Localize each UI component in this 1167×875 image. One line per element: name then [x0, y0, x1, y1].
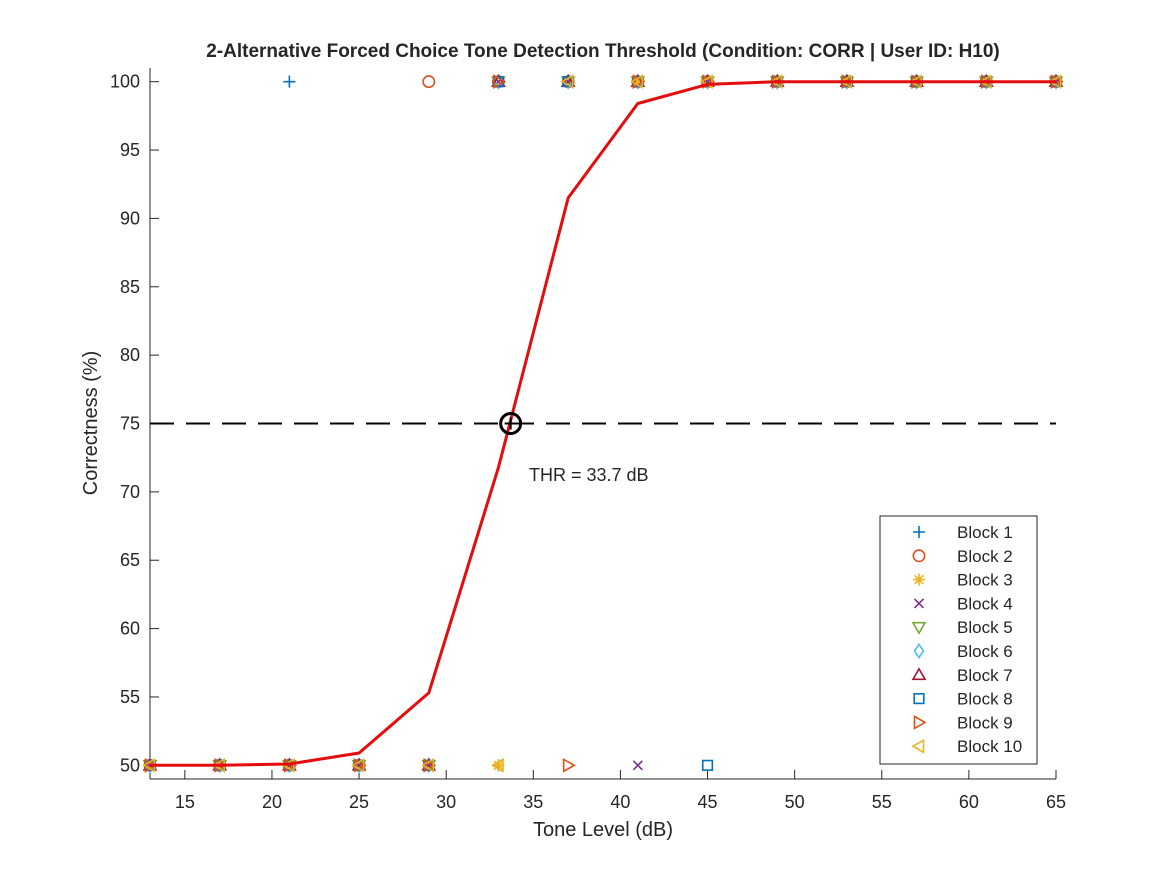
legend-label: Block 5 — [957, 618, 1013, 637]
x-tick-label: 35 — [523, 792, 543, 812]
x-tick-label: 15 — [175, 792, 195, 812]
block-10-point — [281, 757, 295, 773]
legend-box — [879, 515, 1038, 765]
legend-marker — [913, 573, 925, 586]
axes: 15 20 25 30 35 40 45 50 55 60 65 50 55 60 65 70 75 80 85 90… — [110, 68, 1066, 812]
legend-marker — [912, 549, 926, 563]
x-tick-label: 30 — [436, 792, 456, 812]
legend-marker — [913, 598, 925, 609]
legend-label: Block 4 — [957, 594, 1013, 613]
x-tick-label: 60 — [959, 792, 979, 812]
y-tick-label: 65 — [120, 550, 140, 570]
legend-marker — [913, 715, 927, 730]
y-tick-label: 60 — [120, 619, 140, 639]
legend-marker — [913, 692, 925, 705]
legend-marker — [911, 738, 925, 754]
x-tick-label: 40 — [610, 792, 630, 812]
legend-marker — [913, 642, 925, 660]
y-tick-label: 70 — [120, 482, 140, 502]
y-axis-label: Correctness (%) — [80, 351, 102, 495]
block-9-point — [562, 757, 576, 773]
fit-curve-line — [150, 80, 1056, 767]
y-tick-label: 80 — [120, 345, 140, 365]
block-8-point — [701, 759, 714, 771]
y-tick-label: 85 — [120, 277, 140, 297]
block-10-point — [421, 757, 435, 773]
chart-title: 2-Alternative Forced Choice Tone Detecti… — [206, 41, 1000, 62]
block-9-point — [493, 74, 507, 90]
block-10-point — [490, 757, 504, 773]
legend-label: Block 1 — [957, 523, 1013, 542]
block-4-point — [632, 760, 643, 771]
legend-label: Block 2 — [957, 547, 1013, 566]
y-tick-label: 90 — [120, 208, 140, 228]
y-tick-label: 50 — [120, 755, 140, 775]
block-10-point — [630, 74, 644, 90]
block-10-point — [1048, 74, 1062, 90]
block-2-point — [422, 75, 436, 89]
y-tick-label: 95 — [120, 140, 140, 160]
x-tick-label: 25 — [349, 792, 369, 812]
block-7-point — [700, 74, 715, 87]
block-3-point — [492, 759, 505, 772]
legend-label: Block 6 — [957, 642, 1013, 661]
legend-label: Block 7 — [957, 666, 1013, 685]
threshold-circle — [499, 412, 523, 435]
legend-marker — [911, 667, 927, 681]
legend-marker — [913, 526, 925, 538]
y-tick-label: 55 — [120, 687, 140, 707]
block-10-point — [560, 74, 574, 90]
block-1-point — [283, 75, 296, 88]
block-10-point — [351, 757, 365, 773]
x-tick-label: 55 — [872, 792, 892, 812]
fit-curve — [150, 80, 1056, 767]
legend-label: Block 9 — [957, 713, 1013, 732]
x-tick-label: 65 — [1046, 792, 1066, 812]
y-tick-label: 75 — [120, 414, 140, 434]
threshold-marker — [499, 412, 523, 435]
legend-label: Block 3 — [957, 571, 1013, 590]
block-3-point — [631, 75, 644, 88]
legend-label: Block 8 — [957, 690, 1013, 709]
x-tick-label: 50 — [785, 792, 805, 812]
legend-marker — [911, 621, 927, 635]
x-axis-label: Tone Level (dB) — [533, 819, 673, 841]
x-tick-label: 45 — [698, 792, 718, 812]
threshold-label: THR = 33.7 dB — [529, 465, 649, 485]
legend: Block 1 Block 2 Block 3 Block 4 Block 5 Block… — [879, 515, 1038, 765]
x-tick-label: 20 — [262, 792, 282, 812]
threshold-crosshair — [504, 417, 517, 430]
y-tick-label: 100 — [110, 72, 140, 92]
legend-label: Block 10 — [957, 737, 1022, 756]
